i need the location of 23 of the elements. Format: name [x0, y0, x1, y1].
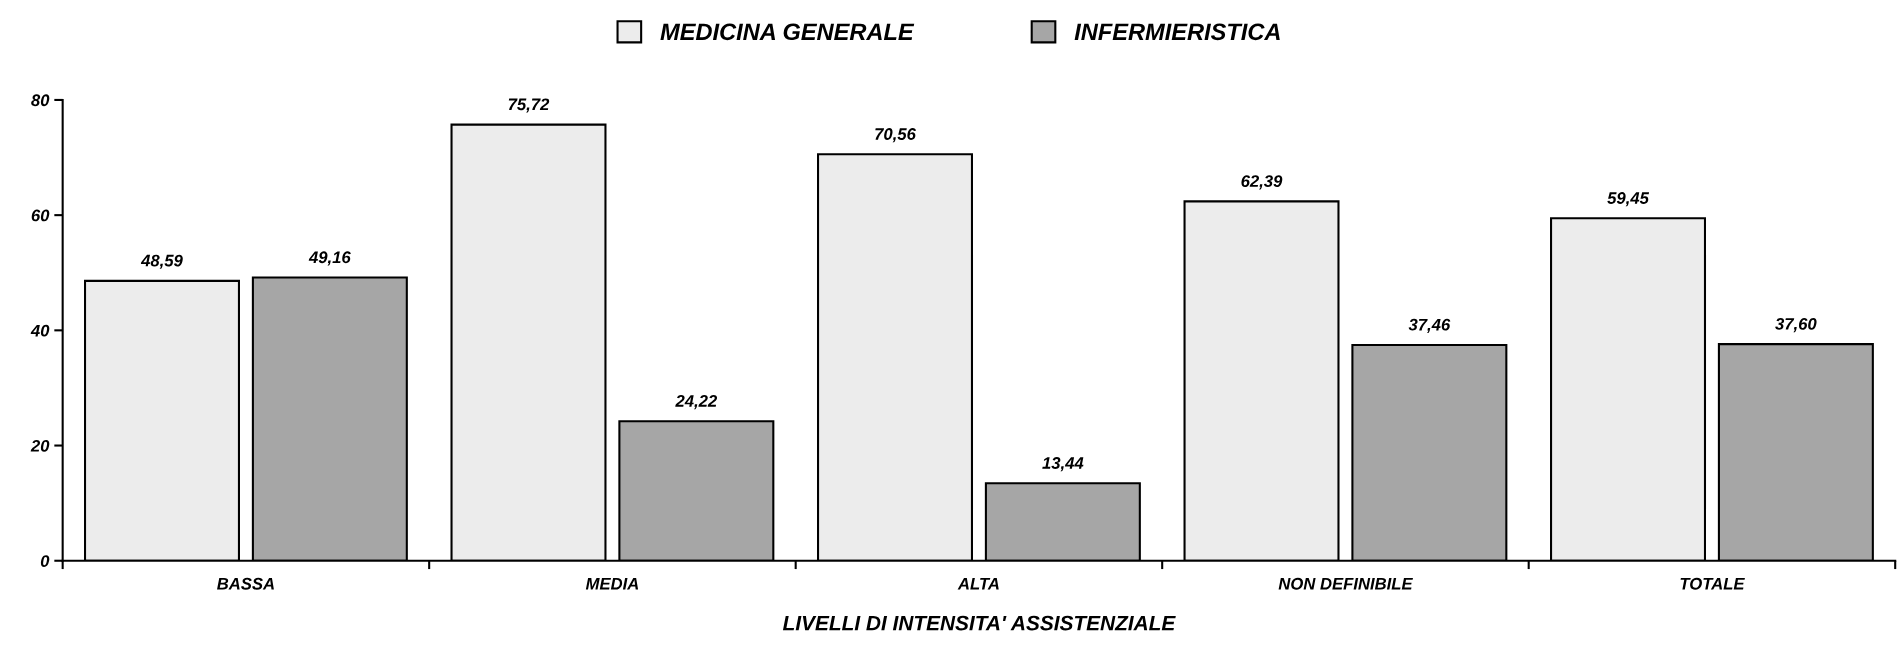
data-label: 13,44: [1042, 457, 1084, 472]
y-tick-label: 60: [31, 209, 50, 222]
x-tick-label: ALTA: [957, 578, 999, 590]
x-tick-label: NON DEFINIBILE: [1278, 577, 1413, 590]
x-tick-label: MEDIA: [585, 578, 639, 590]
x-axis-title: LIVELLI DI INTENSITA' ASSISTENZIALE: [782, 615, 1176, 631]
x-tick-label: TOTALE: [1680, 577, 1745, 590]
data-label: 70,56: [875, 128, 916, 143]
data-label: 49,16: [308, 251, 351, 266]
legend-label: INFERMIERISTICA: [1074, 23, 1280, 41]
data-label: 48,59: [140, 254, 183, 269]
y-tick-label: 40: [30, 324, 50, 337]
y-tick-label: 0: [40, 555, 50, 567]
data-label: 37,60: [1775, 317, 1817, 333]
y-tick-label: 80: [31, 94, 50, 107]
data-label: 37,46: [1408, 318, 1451, 333]
data-label: 59,45: [1607, 192, 1650, 207]
data-label: 62,39: [1241, 175, 1283, 190]
legend-label: MEDICINA GENERALE: [660, 23, 915, 41]
x-tick-label: BASSA: [217, 577, 274, 590]
data-label: 24,22: [675, 395, 718, 410]
y-tick-label: 20: [30, 439, 50, 452]
data-label: 75,72: [508, 98, 550, 113]
